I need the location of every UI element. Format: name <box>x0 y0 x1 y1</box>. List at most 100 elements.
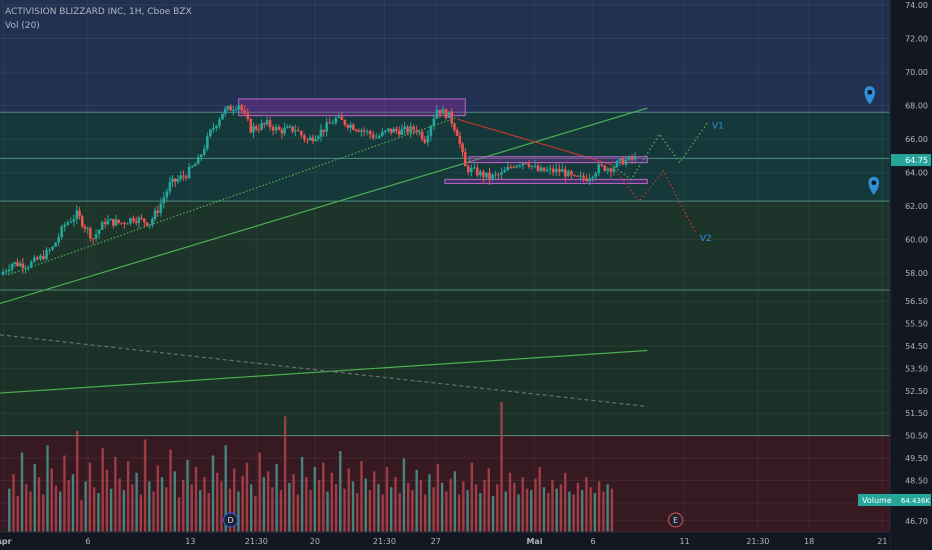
candle-body <box>311 137 315 142</box>
candle-body <box>346 124 350 128</box>
volume-bar <box>300 456 304 532</box>
price-tick-label: 72.00 <box>905 35 928 44</box>
volume-bar <box>360 461 363 532</box>
candle-body <box>187 166 191 179</box>
volume-bar <box>364 478 367 532</box>
candle-body <box>438 109 442 114</box>
projection-path[interactable] <box>610 163 697 234</box>
trendline[interactable] <box>0 107 648 305</box>
trendline[interactable] <box>7 116 458 276</box>
candle-body <box>240 105 244 111</box>
candle-body <box>132 218 135 222</box>
candle-body <box>357 130 360 132</box>
candle-body <box>24 267 27 269</box>
projection-path[interactable] <box>610 121 709 181</box>
volume-bar <box>411 490 414 532</box>
candle-body <box>215 125 218 129</box>
volume-bar <box>313 467 317 532</box>
candle-body <box>488 172 491 180</box>
volume-bar <box>445 491 448 532</box>
volume-bar <box>428 474 431 532</box>
candle-body <box>202 148 206 155</box>
candle-body <box>168 181 172 192</box>
volume-bar <box>334 484 338 532</box>
range-rectangle[interactable] <box>444 178 648 185</box>
volume-bar <box>283 416 287 532</box>
volume-bar <box>63 455 66 532</box>
candle-body <box>494 174 497 176</box>
candle-body <box>515 165 519 168</box>
candle-body <box>469 167 473 172</box>
volume-bar <box>88 462 92 532</box>
candle-body <box>461 143 464 153</box>
range-rectangle[interactable] <box>468 156 648 164</box>
zone-band <box>0 290 890 436</box>
candle-body <box>33 257 36 262</box>
candle-body <box>473 167 476 169</box>
candle-body <box>482 171 485 178</box>
volume-bar <box>199 490 202 532</box>
location-pin-icon[interactable] <box>864 86 876 105</box>
trendline[interactable] <box>0 334 648 408</box>
candle-body <box>497 174 500 176</box>
candle-body <box>352 124 355 130</box>
price-axis-panel[interactable] <box>890 0 932 550</box>
volume-bar <box>12 474 15 532</box>
volume-bar <box>126 461 130 532</box>
volume-bar <box>309 490 312 532</box>
candle-body <box>412 126 415 131</box>
candle-body <box>606 168 610 171</box>
candle-body <box>142 218 146 223</box>
candle-body <box>579 175 582 177</box>
candle-body <box>415 130 418 132</box>
location-pin-icon[interactable] <box>868 176 880 195</box>
candle-body <box>624 159 628 165</box>
candle-body <box>594 173 597 177</box>
candle-body <box>285 126 289 129</box>
volume-indicator-legend[interactable]: Vol (20) <box>5 21 40 31</box>
candle-body <box>57 237 60 243</box>
volume-bar <box>169 449 172 532</box>
volume-bar <box>173 471 176 532</box>
event-marker-icon[interactable] <box>668 512 684 528</box>
volume-bar <box>67 480 70 532</box>
volume-bar <box>8 488 11 532</box>
volume-bar <box>42 494 45 532</box>
time-tick-label: 20 <box>310 537 320 546</box>
price-tick-label: 48.50 <box>905 476 928 485</box>
volume-bar <box>25 484 28 532</box>
candle-body <box>418 131 421 133</box>
volume-bar <box>385 467 389 532</box>
volume-bar <box>415 469 418 532</box>
time-axis-panel[interactable] <box>0 532 890 550</box>
candle-body <box>476 167 479 176</box>
volume-bar <box>254 495 257 532</box>
candle-body <box>458 135 462 144</box>
candle-body <box>365 130 369 132</box>
candle-body <box>18 263 22 266</box>
volume-bar <box>593 493 597 532</box>
candle-body <box>585 178 588 182</box>
candle-body <box>117 219 120 223</box>
candle-body <box>600 164 604 166</box>
volume-bar <box>351 481 355 532</box>
trendline[interactable] <box>0 349 648 394</box>
volume-bar <box>470 462 474 532</box>
volume-bar <box>59 491 62 532</box>
candle-body <box>237 105 240 110</box>
event-marker-icon[interactable] <box>223 512 239 528</box>
volume-bar <box>508 472 512 532</box>
time-tick-label: 13 <box>185 537 195 546</box>
zone-band <box>0 0 890 113</box>
candle-body <box>343 120 347 125</box>
candle-body <box>13 262 17 264</box>
candle-body <box>389 128 393 133</box>
legend: ACTIVISION BLIZZARD INC, 1H, Cboe BZX Vo… <box>5 5 192 33</box>
volume-bar <box>339 451 342 532</box>
volume-tag <box>858 494 931 506</box>
volume-bar <box>356 493 359 532</box>
range-rectangle[interactable] <box>238 98 466 117</box>
volume-bar <box>46 445 49 532</box>
